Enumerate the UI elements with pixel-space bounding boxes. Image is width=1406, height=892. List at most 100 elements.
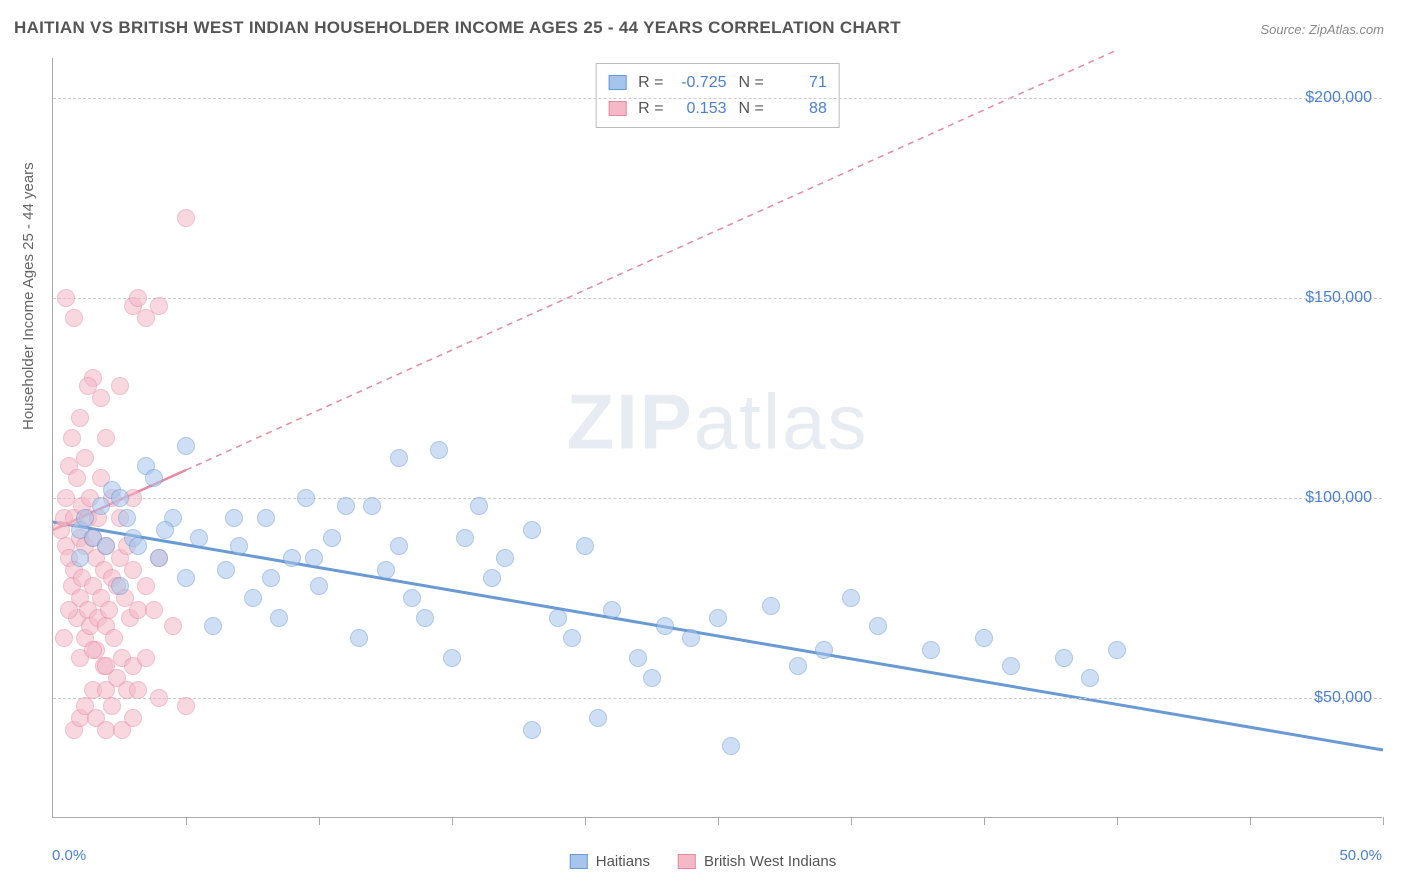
x-tick [1383, 817, 1384, 825]
data-point [63, 429, 81, 447]
data-point [177, 437, 195, 455]
data-point [150, 297, 168, 315]
data-point [629, 649, 647, 667]
data-point [164, 617, 182, 635]
data-point [177, 697, 195, 715]
y-axis-label: Householder Income Ages 25 - 44 years [20, 162, 37, 430]
data-point [377, 561, 395, 579]
data-point [68, 469, 86, 487]
trendlines-layer [53, 58, 1382, 817]
legend-swatch [608, 101, 626, 116]
data-point [97, 657, 115, 675]
x-tick [452, 817, 453, 825]
gridline [53, 498, 1382, 499]
data-point [643, 669, 661, 687]
data-point [129, 289, 147, 307]
data-point [305, 549, 323, 567]
data-point [975, 629, 993, 647]
n-label: N = [739, 70, 764, 96]
data-point [656, 617, 674, 635]
n-label: N = [739, 96, 764, 122]
data-point [97, 429, 115, 447]
data-point [337, 497, 355, 515]
data-point [103, 697, 121, 715]
gridline [53, 98, 1382, 99]
data-point [496, 549, 514, 567]
y-tick-label: $50,000 [1314, 689, 1372, 707]
data-point [156, 521, 174, 539]
data-point [92, 497, 110, 515]
legend-stat-row: R =0.153N =88 [608, 96, 827, 122]
data-point [682, 629, 700, 647]
trendline [53, 522, 1383, 750]
data-point [76, 449, 94, 467]
data-point [470, 497, 488, 515]
data-point [523, 521, 541, 539]
data-point [549, 609, 567, 627]
plot-area: ZIPatlas R =-0.725N =71R =0.153N =88 $50… [52, 58, 1382, 818]
swatch-bwi [678, 854, 696, 869]
x-tick [851, 817, 852, 825]
data-point [257, 509, 275, 527]
data-point [603, 601, 621, 619]
data-point [145, 469, 163, 487]
data-point [124, 709, 142, 727]
data-point [137, 577, 155, 595]
x-tick [319, 817, 320, 825]
data-point [262, 569, 280, 587]
data-point [576, 537, 594, 555]
legend-item-bwi: British West Indians [678, 853, 836, 870]
chart-title: HAITIAN VS BRITISH WEST INDIAN HOUSEHOLD… [14, 18, 901, 38]
data-point [390, 537, 408, 555]
data-point [100, 601, 118, 619]
data-point [483, 569, 501, 587]
data-point [789, 657, 807, 675]
data-point [283, 549, 301, 567]
chart-container: HAITIAN VS BRITISH WEST INDIAN HOUSEHOLD… [0, 0, 1406, 892]
data-point [1108, 641, 1126, 659]
data-point [1055, 649, 1073, 667]
n-value: 88 [772, 96, 827, 122]
data-point [137, 649, 155, 667]
x-tick [186, 817, 187, 825]
data-point [111, 377, 129, 395]
x-axis-max-label: 50.0% [1339, 847, 1382, 864]
data-point [71, 409, 89, 427]
legend-label-bwi: British West Indians [704, 853, 836, 870]
data-point [204, 617, 222, 635]
data-point [225, 509, 243, 527]
data-point [55, 629, 73, 647]
data-point [118, 509, 136, 527]
data-point [84, 641, 102, 659]
series-legend: Haitians British West Indians [570, 853, 836, 870]
data-point [145, 601, 163, 619]
r-label: R = [638, 96, 663, 122]
data-point [60, 601, 78, 619]
data-point [390, 449, 408, 467]
x-tick [1117, 817, 1118, 825]
data-point [217, 561, 235, 579]
data-point [71, 549, 89, 567]
data-point [323, 529, 341, 547]
data-point [65, 309, 83, 327]
data-point [244, 589, 262, 607]
data-point [76, 509, 94, 527]
data-point [190, 529, 208, 547]
r-label: R = [638, 70, 663, 96]
data-point [815, 641, 833, 659]
data-point [563, 629, 581, 647]
data-point [350, 629, 368, 647]
data-point [111, 489, 129, 507]
swatch-haitians [570, 854, 588, 869]
x-tick [1250, 817, 1251, 825]
x-tick [984, 817, 985, 825]
data-point [310, 577, 328, 595]
r-value: -0.725 [672, 70, 727, 96]
x-axis-min-label: 0.0% [52, 847, 86, 864]
x-tick [718, 817, 719, 825]
data-point [177, 209, 195, 227]
data-point [129, 537, 147, 555]
source-attribution: Source: ZipAtlas.com [1260, 22, 1384, 37]
data-point [92, 389, 110, 407]
data-point [430, 441, 448, 459]
